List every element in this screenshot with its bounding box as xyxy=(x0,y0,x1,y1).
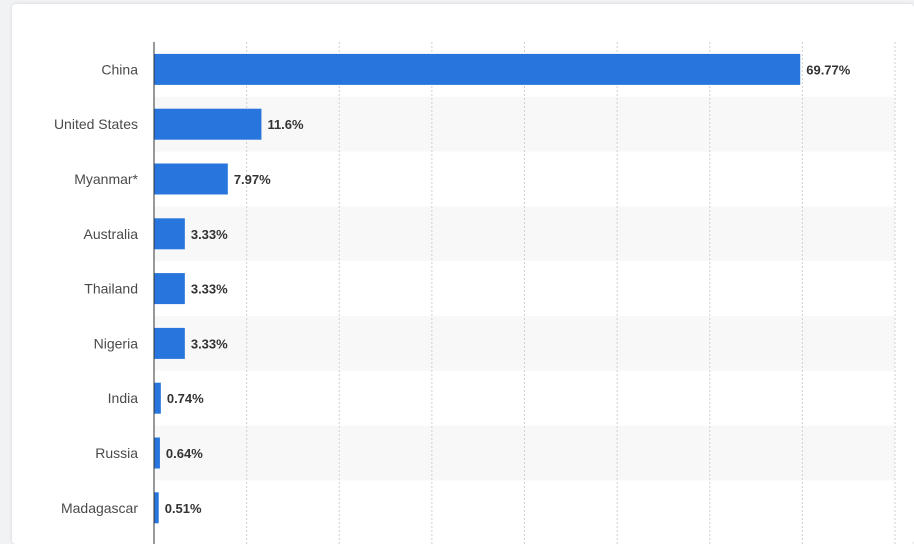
bar-4 xyxy=(154,273,185,305)
category-label: Myanmar* xyxy=(74,171,138,187)
category-label: Nigeria xyxy=(94,335,139,351)
bar-5 xyxy=(154,327,185,359)
category-label: Australia xyxy=(84,226,139,242)
value-label: 0.64% xyxy=(166,446,203,461)
category-label: India xyxy=(108,390,139,406)
bar-chart: China 69.77% United States 11.6% Myanmar* 7.9… xyxy=(54,42,896,544)
value-label: 3.33% xyxy=(191,336,228,351)
category-label: China xyxy=(101,61,138,77)
value-label: 11.6% xyxy=(267,117,304,132)
value-label: 0.74% xyxy=(167,391,204,406)
category-label: Madagascar xyxy=(61,500,138,516)
bar-3 xyxy=(154,218,185,250)
bar-2 xyxy=(154,163,228,195)
value-label: 3.33% xyxy=(191,282,228,297)
value-label: 69.77% xyxy=(806,62,851,77)
bar-8 xyxy=(154,492,159,524)
value-label: 0.51% xyxy=(165,501,202,516)
bar-0 xyxy=(154,53,801,85)
chart-card: China 69.77% United States 11.6% Myanmar* 7.9… xyxy=(12,4,914,544)
category-label: United States xyxy=(54,116,138,132)
category-label: Thailand xyxy=(84,281,138,297)
bar-6 xyxy=(154,382,161,414)
row-band xyxy=(154,425,895,481)
value-label: 3.33% xyxy=(191,227,228,242)
category-label: Russia xyxy=(95,445,138,461)
bar-1 xyxy=(154,108,262,140)
bar-7 xyxy=(154,437,160,469)
value-label: 7.97% xyxy=(234,172,271,187)
